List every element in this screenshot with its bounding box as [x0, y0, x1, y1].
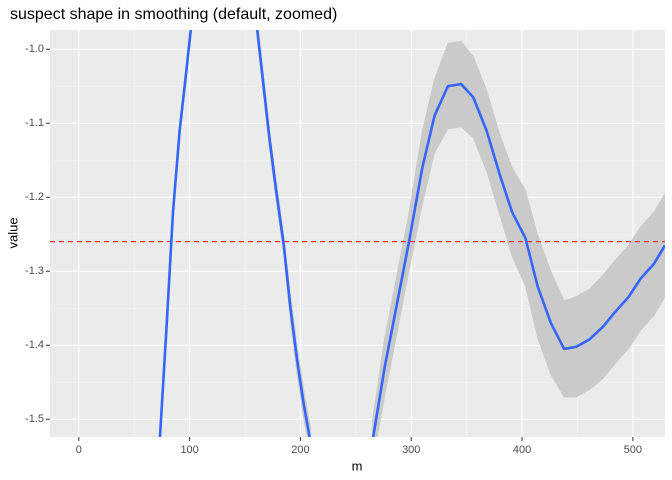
- plot-area: [50, 30, 665, 437]
- x-tick-label: 0: [76, 444, 82, 456]
- x-tick-label: 200: [291, 444, 309, 456]
- x-tick-label: 400: [513, 444, 531, 456]
- chart-title: suspect shape in smoothing (default, zoo…: [10, 6, 337, 23]
- x-tick-label: 100: [180, 444, 198, 456]
- y-tick-label: -1.1: [25, 117, 44, 129]
- y-tick-label: -1.3: [25, 265, 44, 277]
- x-tick-label: 500: [624, 444, 642, 456]
- x-tick-label: 300: [402, 444, 420, 456]
- y-tick-label: -1.4: [25, 339, 44, 351]
- y-tick-label: -1.5: [25, 413, 44, 425]
- x-axis-title: m: [352, 458, 363, 473]
- y-tick-label: -1.0: [25, 43, 44, 55]
- smooth-line: [158, 30, 665, 437]
- y-axis-title: value: [5, 217, 20, 248]
- y-tick-label: -1.2: [25, 191, 44, 203]
